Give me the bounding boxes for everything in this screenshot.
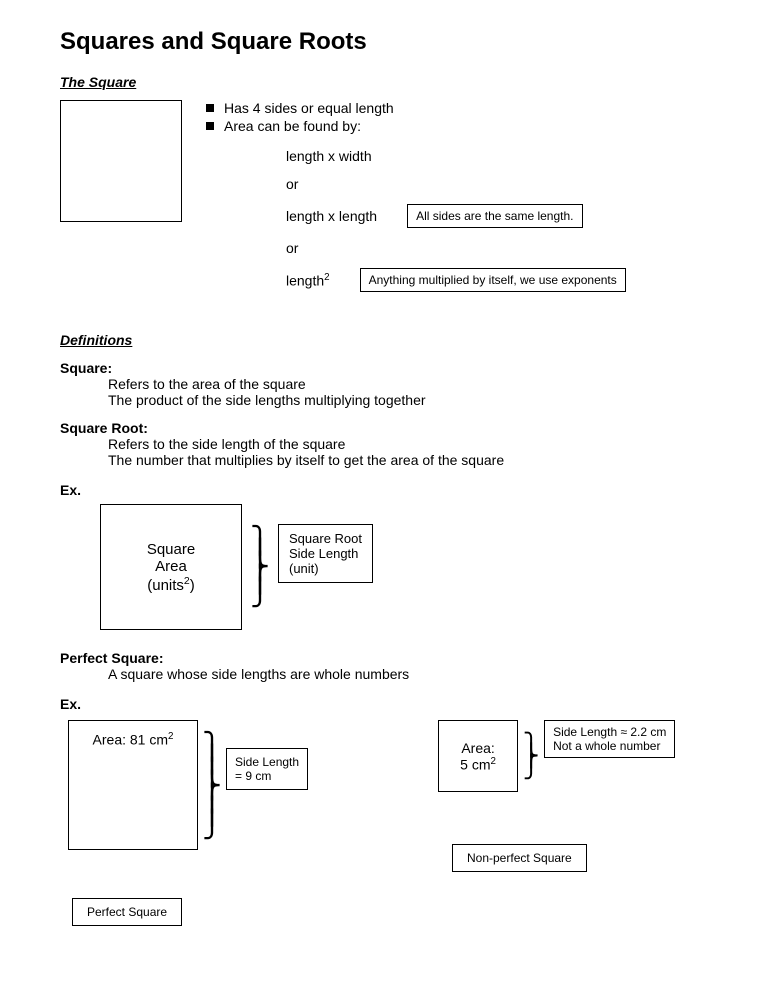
example-label: Ex. (60, 482, 708, 498)
page-title: Squares and Square Roots (60, 28, 708, 56)
or-text: or (286, 176, 298, 192)
note-exponents: Anything multiplied by itself, we use ex… (360, 268, 626, 292)
formula-length-width: length x width (286, 148, 372, 164)
bullet-icon (206, 122, 214, 130)
def-term-perfect-square: Perfect Square: (60, 650, 708, 666)
example-square-area: Square Area (units2) (100, 504, 242, 630)
bullet-icon (206, 104, 214, 112)
example-area-5: Area: 5 cm2 (438, 720, 518, 792)
perfect-square-caption: Perfect Square (72, 898, 182, 926)
section-heading-the-square: The Square (60, 74, 708, 90)
the-square-content: Has 4 sides or equal length Area can be … (206, 100, 708, 304)
bullet-text: Has 4 sides or equal length (224, 100, 394, 116)
empty-square-diagram (60, 100, 182, 222)
or-text: or (286, 240, 298, 256)
example-area-81: Area: 81 cm2 (68, 720, 198, 850)
bullet-text: Area can be found by: (224, 118, 361, 134)
example-side-length-9: Side Length = 9 cm (226, 748, 308, 790)
brace-icon: ⎫⎪⎬⎪⎭ (254, 504, 266, 628)
brace-icon: ⎫⎬⎭ (526, 720, 536, 790)
def-term-square: Square: (60, 360, 708, 376)
formula-length-length: length x length (286, 208, 377, 224)
def-body-square-2: The product of the side lengths multiply… (108, 392, 708, 408)
section-heading-definitions: Definitions (60, 332, 708, 348)
def-term-square-root: Square Root: (60, 420, 708, 436)
example-side-length-22: Side Length ≈ 2.2 cm Not a whole number (544, 720, 675, 758)
brace-icon: ⎫⎪⎪⎬⎪⎪⎭ (206, 720, 218, 850)
def-body-perfect: A square whose side lengths are whole nu… (108, 666, 708, 682)
example-side-length-box: Square Root Side Length (unit) (278, 524, 373, 583)
nonperfect-square-caption: Non-perfect Square (452, 844, 587, 872)
def-body-root-1: Refers to the side length of the square (108, 436, 708, 452)
example-label-2: Ex. (60, 696, 708, 712)
formula-length-squared: length2 (286, 272, 330, 289)
def-body-square-1: Refers to the area of the square (108, 376, 708, 392)
def-body-root-2: The number that multiplies by itself to … (108, 452, 708, 468)
note-same-length: All sides are the same length. (407, 204, 582, 228)
